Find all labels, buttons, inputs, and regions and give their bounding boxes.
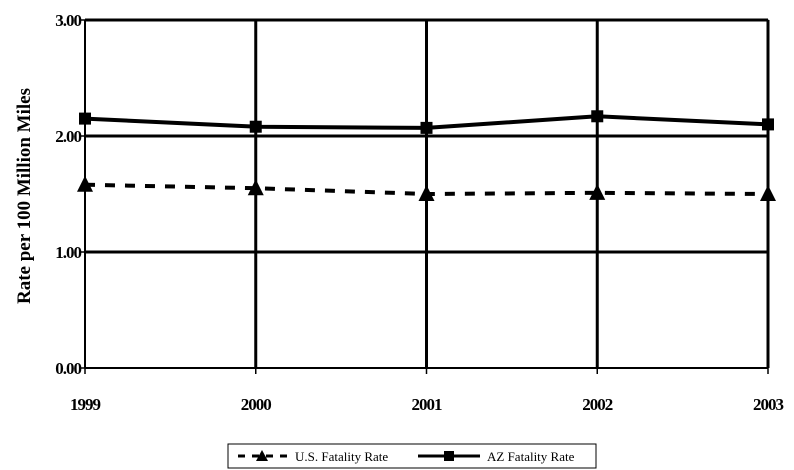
az-data-point — [420, 121, 433, 134]
y-tick-label: 0.00 — [55, 359, 81, 378]
legend-az-label: AZ Fatality Rate — [487, 449, 575, 464]
us-data-point — [760, 185, 776, 201]
legend-us-marker — [256, 450, 268, 461]
az-data-point — [249, 120, 262, 133]
us-data-point — [589, 183, 606, 200]
us-data-point — [247, 179, 264, 196]
y-tick-label: 3.00 — [55, 11, 81, 30]
legend-az-marker — [444, 451, 454, 461]
series-layer — [77, 110, 776, 201]
x-tick-label: 2000 — [241, 395, 272, 414]
us-data-point — [77, 175, 93, 192]
az-data-point — [591, 110, 604, 123]
legend-box — [227, 443, 597, 469]
x-tick-label: 2002 — [582, 395, 613, 414]
legend-us-label: U.S. Fatality Rate — [295, 449, 388, 464]
tick-labels: 0.00 1.00 2.00 3.00 1999 2000 2001 2002 2003 — [55, 11, 784, 414]
x-tick-label: 1999 — [70, 395, 101, 414]
x-tick-label: 2003 — [753, 395, 784, 414]
y-axis-title: Rate per 100 Million Miles — [14, 88, 35, 304]
y-tick-label: 2.00 — [55, 127, 81, 146]
y-tick-label: 1.00 — [55, 243, 81, 262]
az-data-point — [762, 118, 774, 131]
legend: U.S. Fatality Rate AZ Fatality Rate — [227, 443, 597, 469]
x-tick-label: 2001 — [412, 395, 443, 414]
us-data-point — [418, 185, 435, 201]
az-data-point — [79, 112, 91, 125]
